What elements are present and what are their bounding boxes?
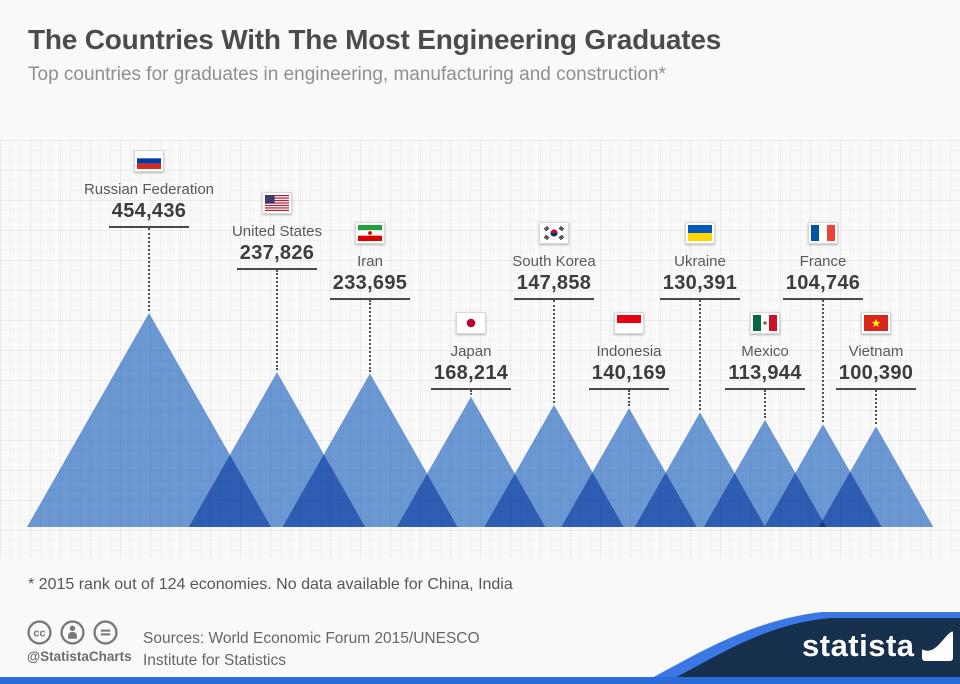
country-value: 237,826 — [239, 242, 315, 264]
flag-france-icon — [808, 222, 838, 244]
leader-line-vietnam — [875, 390, 877, 425]
cc-icon: cc — [27, 620, 52, 645]
value-underline — [660, 298, 740, 300]
value-underline — [725, 388, 805, 390]
country-value: 140,169 — [591, 362, 667, 384]
value-underline — [237, 268, 317, 270]
flag-mexico-icon — [750, 312, 780, 334]
country-value: 147,858 — [516, 272, 592, 294]
flag-united-states-icon — [262, 192, 292, 214]
footnote: * 2015 rank out of 124 economies. No dat… — [28, 576, 513, 593]
flag-japan-icon — [456, 312, 486, 334]
flag-ukraine-icon — [685, 222, 715, 244]
leader-line-indonesia — [628, 390, 630, 407]
leader-line-france — [822, 300, 824, 423]
footer-wave-navy — [662, 618, 960, 684]
source-line-1: Sources: World Economic Forum 2015/UNESC… — [143, 630, 480, 647]
country-label-japan: Japan 168,214 — [396, 312, 546, 390]
value-underline — [431, 388, 511, 390]
country-name: Russian Federation — [83, 181, 215, 198]
triangle-vietnam — [818, 426, 934, 527]
country-label-russia: Russian Federation 454,436 — [74, 150, 224, 228]
leader-line-iran — [369, 300, 371, 372]
country-name: United States — [231, 223, 323, 240]
country-name: Ukraine — [674, 253, 726, 270]
country-name: Japan — [450, 343, 492, 360]
country-label-france: France 104,746 — [748, 222, 898, 300]
country-value: 100,390 — [838, 362, 914, 384]
country-value: 104,746 — [785, 272, 861, 294]
flag-iran-icon — [355, 222, 385, 244]
sources: Sources: World Economic Forum 2015/UNESC… — [143, 628, 480, 672]
triangle-russia — [27, 313, 271, 527]
statista-wordmark[interactable]: statista — [802, 628, 915, 663]
value-underline — [330, 298, 410, 300]
country-value: 454,436 — [111, 200, 187, 222]
statista-handle[interactable]: @StatistaCharts — [27, 649, 132, 664]
leader-line-mexico — [764, 390, 766, 418]
country-value: 113,944 — [728, 362, 802, 384]
country-label-mexico: Mexico 113,944 — [690, 312, 840, 390]
svg-text:cc: cc — [33, 628, 45, 640]
leader-line-japan — [470, 390, 472, 395]
page-title: The Countries With The Most Engineering … — [28, 24, 722, 55]
license-block[interactable]: cc @StatistaCharts — [27, 620, 157, 664]
footer-bottom-stripe — [0, 677, 960, 684]
flag-south-korea-icon — [539, 222, 569, 244]
country-name: Indonesia — [596, 343, 662, 360]
value-underline — [589, 388, 669, 390]
license-icons: cc — [27, 620, 157, 645]
leader-line-south-korea — [553, 300, 555, 403]
no-derivatives-equals-icon — [93, 620, 118, 645]
leader-line-russia — [148, 228, 150, 311]
country-name: Mexico — [741, 343, 789, 360]
country-name: Vietnam — [848, 343, 904, 360]
source-line-2: Institute for Statistics — [143, 652, 286, 669]
value-underline — [836, 388, 916, 390]
country-value: 233,695 — [332, 272, 408, 294]
country-label-ukraine: Ukraine 130,391 — [625, 222, 775, 300]
country-name: France — [799, 253, 847, 270]
value-underline — [514, 298, 594, 300]
value-underline — [109, 226, 189, 228]
triangle-iran — [282, 373, 458, 527]
country-label-south-korea: South Korea 147,858 — [479, 222, 629, 300]
country-label-vietnam: Vietnam 100,390 — [801, 312, 951, 390]
country-label-indonesia: Indonesia 140,169 — [554, 312, 704, 390]
statista-logo-icon[interactable] — [921, 630, 953, 661]
flag-russia-icon — [134, 150, 164, 172]
flag-indonesia-icon — [614, 312, 644, 334]
leader-line-ukraine — [699, 300, 701, 411]
country-name: South Korea — [512, 253, 596, 270]
value-underline — [783, 298, 863, 300]
page-subtitle: Top countries for graduates in engineeri… — [28, 64, 666, 85]
footer-wave — [0, 612, 960, 684]
country-label-united-states: United States 237,826 — [202, 192, 352, 270]
attribution-person-icon — [60, 620, 85, 645]
statista-brand[interactable]: statista — [802, 630, 953, 661]
header: The Countries With The Most Engineering … — [28, 24, 928, 86]
country-label-iran: Iran 233,695 — [295, 222, 445, 300]
country-name: Iran — [357, 253, 383, 270]
flag-vietnam-icon — [861, 312, 891, 334]
country-value: 168,214 — [433, 362, 509, 384]
country-value: 130,391 — [662, 272, 738, 294]
leader-line-united-states — [276, 270, 278, 371]
